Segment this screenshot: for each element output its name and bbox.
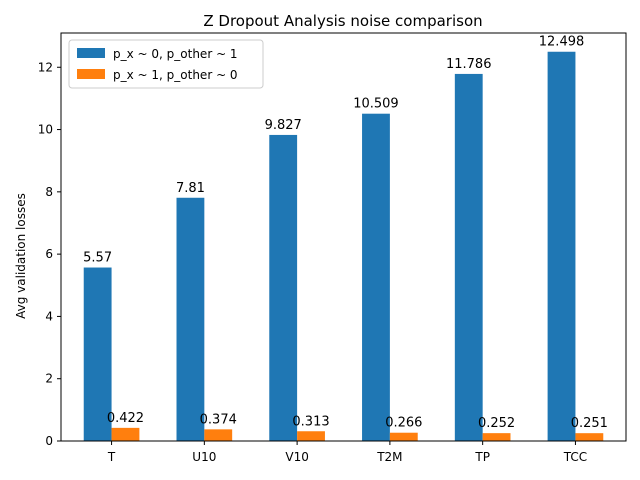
data-label-1-t: 5.57 — [83, 251, 112, 266]
legend: p_x ~ 0, p_other ~ 1 p_x ~ 1, p_other ~ 0 — [68, 39, 264, 89]
legend-swatch-1 — [77, 48, 105, 58]
data-label-2-tp: 0.252 — [478, 416, 515, 431]
bar-1-t2m — [362, 113, 390, 442]
x-tick-label-t: T — [107, 450, 116, 464]
y-tick-label-2: 2 — [45, 372, 53, 386]
bar-2-tcc — [575, 433, 604, 441]
y-tick-label-12: 12 — [38, 60, 53, 74]
data-label-1-tp: 11.786 — [446, 57, 492, 72]
y-tick-label-10: 10 — [38, 123, 53, 137]
bar-2-tp — [482, 433, 511, 441]
bar-1-tp — [454, 73, 483, 441]
bar-1-u10 — [176, 197, 205, 441]
y-tick-label-6: 6 — [45, 247, 53, 261]
bar-2-t — [111, 427, 140, 441]
y-tick-label-0: 0 — [45, 434, 53, 448]
data-label-2-t: 0.422 — [107, 411, 144, 426]
x-tick-label-t2m: T2M — [376, 450, 402, 464]
x-tick-label-v10: V10 — [285, 450, 308, 464]
data-label-1-t2m: 10.509 — [353, 97, 399, 112]
data-label-1-tcc: 12.498 — [539, 35, 585, 50]
legend-box — [68, 39, 264, 89]
legend-swatch-2 — [77, 69, 105, 79]
bar-2-v10 — [297, 431, 325, 441]
data-label-2-v10: 0.313 — [292, 414, 329, 429]
plot-area: 5.57 7.81 9.827 10.509 11.786 12.498 0.422 0.37… — [38, 32, 627, 464]
bar-1-tcc — [547, 51, 576, 441]
data-label-2-t2m: 0.266 — [385, 416, 422, 431]
legend-label-2: p_x ~ 1, p_other ~ 0 — [113, 68, 238, 82]
y-tick-label-4: 4 — [45, 309, 53, 323]
y-axis-label: Avg validation losses — [14, 193, 28, 319]
data-label-2-u10: 0.374 — [200, 412, 237, 427]
bar-1-t — [83, 267, 112, 441]
y-tick-label-8: 8 — [45, 185, 53, 199]
bar-2-u10 — [204, 429, 233, 441]
x-tick-label-u10: U10 — [192, 450, 216, 464]
chart-title: Z Dropout Analysis noise comparison — [203, 12, 482, 30]
axes-frame — [60, 32, 627, 442]
x-tick-label-tcc: TCC — [563, 450, 587, 464]
data-label-1-u10: 7.81 — [176, 181, 205, 196]
data-label-1-v10: 9.827 — [265, 118, 302, 133]
data-label-2-tcc: 0.251 — [571, 416, 608, 431]
bar-1-v10 — [269, 134, 298, 441]
x-tick-label-tp: TP — [474, 450, 490, 464]
legend-label-1: p_x ~ 0, p_other ~ 1 — [113, 47, 238, 61]
bar-2-t2m — [389, 432, 418, 441]
